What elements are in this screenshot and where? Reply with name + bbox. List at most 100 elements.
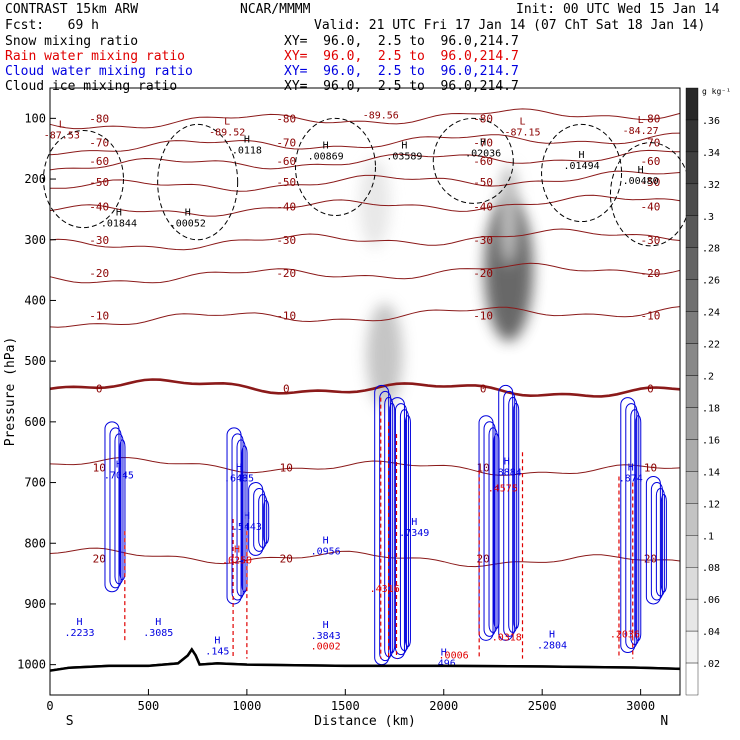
extremum-label-3-1: -87.15: [504, 127, 540, 138]
colorbar-cell-8: [685, 343, 699, 376]
extremum-label-0-1: -87.53: [44, 130, 80, 141]
cloud-water-contour-8-0: [645, 475, 661, 605]
cloud-water-contour-0-3: [119, 439, 126, 581]
colorbar-tick-5: .26: [702, 276, 720, 287]
colorbar-unit: g kg⁻¹: [702, 87, 731, 96]
isotherm-label--50-2: -50: [473, 176, 493, 189]
extremum-label-6-0: H: [323, 141, 329, 152]
y-tick-label-500: 500: [24, 354, 46, 368]
extremum-label-5-0: H: [244, 135, 250, 146]
isotherm-label--20-0: -20: [89, 267, 109, 280]
isotherm-label--20-1: -20: [276, 267, 296, 280]
extremum-label-5-1: .0118: [232, 146, 262, 157]
x-tick-label-2000: 2000: [429, 699, 458, 713]
isotherm-label--80-0: -80: [89, 112, 109, 125]
snow-shading-upper: [498, 165, 519, 266]
isotherm--70: [49, 132, 681, 156]
valid-time: Valid: 21 UTC Fri 17 Jan 14 (07 ChT Sat …: [314, 18, 706, 33]
extremum-label-13-0: H: [116, 459, 122, 470]
cloud-water-contour-4-0: [389, 397, 405, 660]
isotherm-label--10-0: -10: [89, 310, 109, 323]
cloud-water-contour-0-2: [114, 433, 124, 585]
cloud-water-contour-4-2: [399, 409, 409, 652]
isotherm--60: [49, 149, 681, 171]
isotherm-label--60-2: -60: [473, 155, 493, 168]
isotherm-label-0-3: 0: [647, 382, 654, 395]
isotherm-label--50-3: -50: [641, 176, 661, 189]
cloud-water-contour-0-0: [104, 421, 120, 593]
y-tick-label-400: 400: [24, 293, 46, 307]
colorbar-tick-13: .1: [702, 531, 714, 542]
extremum-label-4-1: -84.27: [623, 126, 659, 137]
cloud-water-contour-7-0: [620, 397, 636, 654]
isotherm--50: [49, 170, 681, 192]
extremum-label-19-0: H: [628, 462, 634, 473]
extremum-label-4-0: L: [638, 115, 644, 126]
cloud-ice-contour-4: [541, 123, 623, 223]
colorbar-cell-11: [685, 439, 699, 472]
y-axis-label: Pressure (hPa): [3, 337, 18, 447]
extremum-label-32-0: .2036: [610, 629, 640, 640]
isotherm-label--60-3: -60: [641, 155, 661, 168]
chart-title: CONTRAST 15km ARW: [5, 2, 139, 17]
cloud-water-contour-8-2: [655, 487, 665, 597]
x-tick-label-2500: 2500: [528, 699, 557, 713]
extremum-label-11-0: H: [116, 207, 122, 218]
cloud-water-contour-4-3: [404, 415, 411, 648]
extremum-label-12-0: H: [185, 207, 191, 218]
cloud-ice-contour-0: [42, 129, 124, 229]
isotherm-label--10-3: -10: [641, 310, 661, 323]
isotherm-label-0-1: 0: [283, 382, 290, 395]
isotherm--80: [49, 108, 681, 130]
extremum-label-7-1: .03589: [386, 152, 422, 163]
extremum-label-31-0: .0318: [492, 632, 522, 643]
isotherm-label-20-0: 20: [93, 552, 106, 565]
snow-shading-1: [366, 303, 403, 408]
extremum-label-8-1: .02036: [465, 149, 501, 160]
x-tick-label-1500: 1500: [331, 699, 360, 713]
extremum-label-17-0: H: [411, 517, 417, 528]
isotherm-label--30-2: -30: [473, 234, 493, 247]
extremum-label-20-1: .2233: [64, 628, 94, 639]
x-tick-label-3000: 3000: [626, 699, 655, 713]
isotherm-label--60-0: -60: [89, 155, 109, 168]
isotherm-10: [49, 456, 681, 476]
extremum-label-14-1: .6485: [224, 473, 254, 484]
cloud-water-contour-6-3: [513, 402, 520, 629]
colorbar-cell-16: [685, 598, 699, 632]
cloud-water-contour-6-0: [498, 384, 514, 641]
cloud-water-contour-6-1: [503, 390, 516, 637]
x-axis-label: Distance (km): [314, 714, 416, 729]
colorbar-cell-15: [685, 567, 699, 600]
legend-cloud-water-xy: XY= 96.0, 2.5 to 96.0,214.7: [284, 64, 519, 79]
isotherm-label--30-0: -30: [89, 234, 109, 247]
extremum-label-18-1: .8884: [492, 467, 522, 478]
extremum-label-15-1: .5443: [232, 522, 262, 533]
extremum-label-10-1: .00480: [623, 176, 659, 187]
extremum-label-21-1: .3085: [143, 628, 173, 639]
colorbar-cell-6: [685, 279, 699, 312]
init-time: Init: 00 UTC Wed 15 Jan 14: [516, 2, 720, 17]
cloud-water-contour-2-0: [248, 482, 264, 556]
model-label: NCAR/MMMM: [240, 2, 311, 17]
isotherm-label--50-1: -50: [276, 176, 296, 189]
isotherm-label--70-1: -70: [276, 137, 296, 150]
extremum-label-14-0: H: [236, 462, 242, 473]
colorbar-tick-9: .18: [702, 403, 720, 414]
legend-snow-xy: XY= 96.0, 2.5 to 96.0,214.7: [284, 34, 519, 49]
extremum-label-16-1: .0956: [311, 546, 341, 557]
y-tick-label-700: 700: [24, 476, 46, 490]
isotherm-label--30-3: -30: [641, 234, 661, 247]
colorbar-cell-7: [685, 311, 699, 344]
y-tick-label-600: 600: [24, 415, 46, 429]
colorbar-tick-12: .12: [702, 499, 720, 510]
y-tick-label-800: 800: [24, 536, 46, 550]
cloud-water-contour-7-3: [635, 415, 642, 642]
extremum-label-23-0: H: [323, 620, 329, 631]
isotherm-label--10-2: -10: [473, 310, 493, 323]
extremum-label-28-0: .4575: [488, 484, 518, 495]
legend-snow: Snow mixing ratio: [5, 34, 139, 49]
extremum-label-9-1: .01494: [564, 161, 600, 172]
extremum-label-13-1: .7045: [104, 470, 134, 481]
